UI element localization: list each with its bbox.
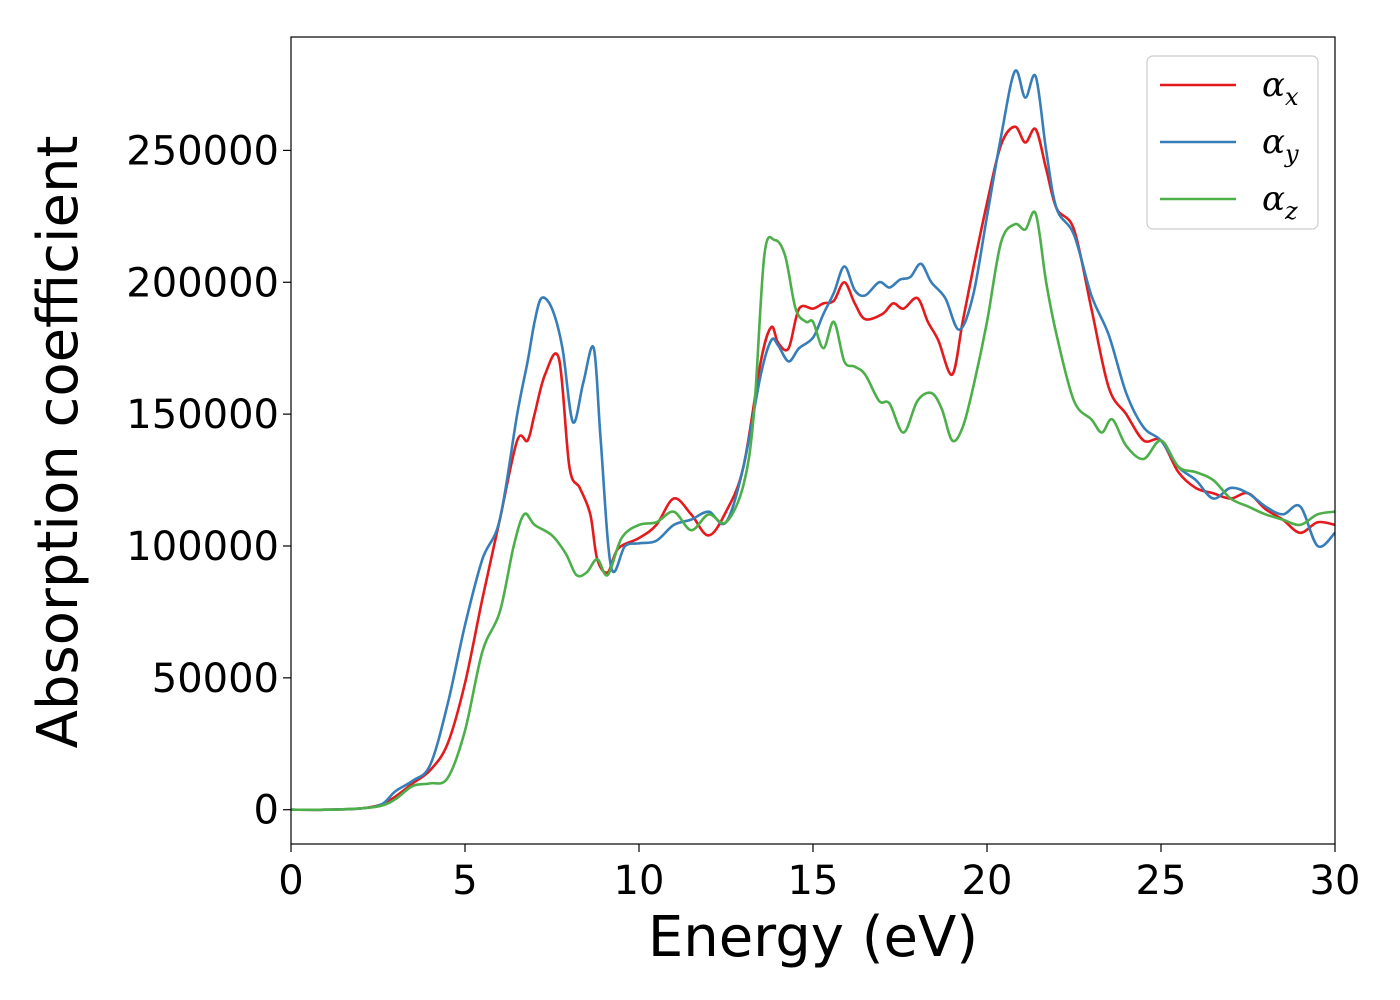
x-tick-label: 15 [788, 858, 839, 904]
y-tick-label: 0 [254, 788, 279, 834]
series-line-y [291, 69, 1335, 812]
y-axis: 0 50000 100000 150000 200000 250000 [126, 128, 291, 834]
x-axis-title: Energy (eV) [648, 905, 978, 970]
legend-label-subscript: y [1284, 140, 1299, 168]
series-layer [291, 69, 1335, 812]
x-tick-label: 30 [1310, 858, 1361, 904]
x-tick-label: 10 [614, 858, 665, 904]
legend-label-x: αx [1262, 65, 1299, 111]
x-tick-label: 0 [278, 858, 303, 904]
legend-label-subscript: x [1285, 83, 1299, 111]
x-tick-label: 5 [452, 858, 477, 904]
x-axis: 0 5 10 15 20 25 30 [278, 844, 1360, 904]
y-tick-label: 200000 [126, 260, 279, 306]
legend-label-base: α [1262, 65, 1285, 105]
legend-label-base: α [1262, 179, 1285, 219]
series-line-x [291, 125, 1335, 812]
y-tick-label: 100000 [126, 524, 279, 570]
legend-label-y: αy [1262, 122, 1299, 168]
series-line-z [291, 210, 1335, 812]
x-tick-label: 25 [1136, 858, 1187, 904]
x-tick-label: 20 [962, 858, 1013, 904]
legend-label-base: α [1262, 122, 1285, 162]
legend-label-subscript: z [1284, 197, 1298, 225]
y-tick-label: 250000 [126, 128, 279, 174]
legend-label-z: αz [1262, 179, 1298, 225]
y-tick-label: 50000 [152, 656, 279, 702]
y-axis-title: Absorption coefficient [26, 136, 91, 749]
y-tick-label: 150000 [126, 392, 279, 438]
